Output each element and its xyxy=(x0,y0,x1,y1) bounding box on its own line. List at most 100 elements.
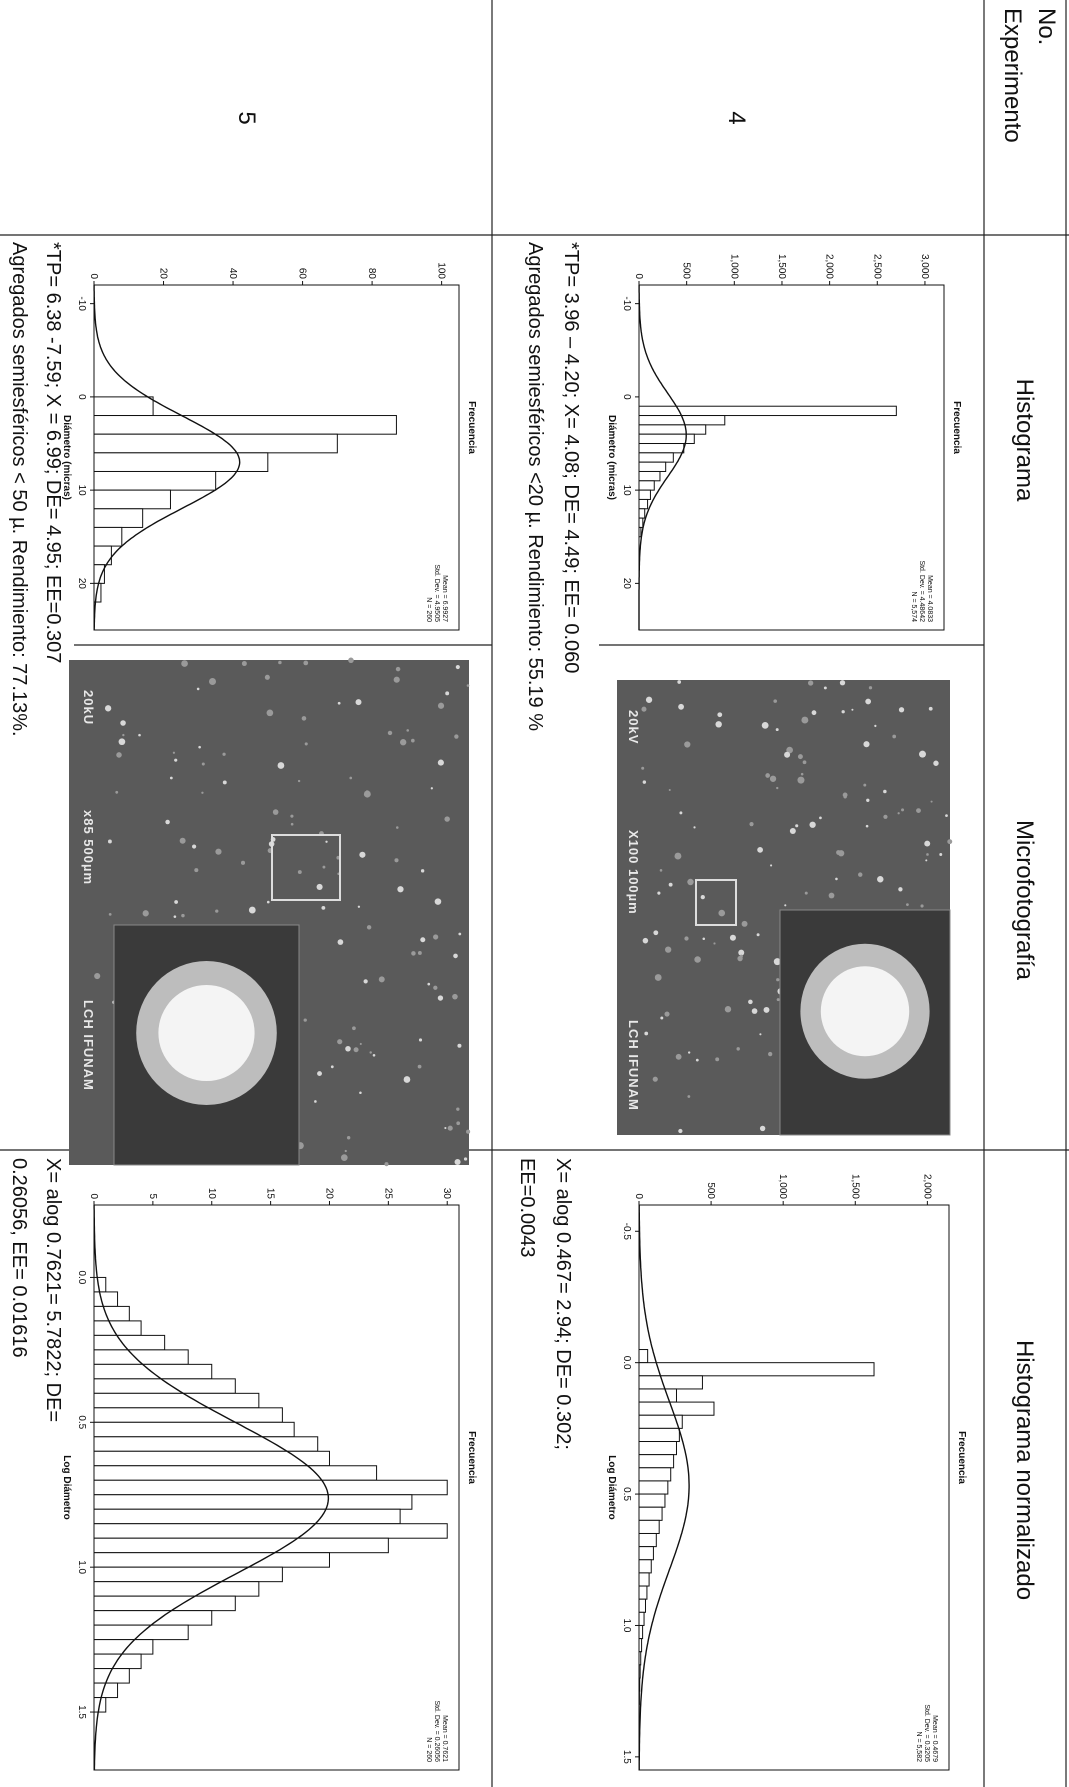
histogram-bar xyxy=(639,425,706,434)
y-tick-label: 2,500 xyxy=(871,254,882,279)
speckle xyxy=(892,735,896,739)
page: {"header": {"no": "No.", "experimento": … xyxy=(0,0,1069,1787)
speckle xyxy=(843,793,848,798)
speckle xyxy=(278,661,282,665)
speckle xyxy=(119,738,126,745)
stat-label: Std. Dev. = 4.48642 xyxy=(918,560,925,622)
speckle xyxy=(687,879,693,885)
x-tick-label: 20 xyxy=(76,578,87,590)
speckle xyxy=(916,808,921,813)
speckle xyxy=(304,1018,307,1021)
speckle xyxy=(305,742,308,745)
speckle xyxy=(660,1017,663,1020)
speckle xyxy=(840,680,845,685)
speckle xyxy=(267,901,270,904)
speckle xyxy=(679,811,682,814)
speckle xyxy=(701,895,705,899)
histogram-bar xyxy=(639,1442,676,1455)
speckle xyxy=(359,852,365,858)
histogram-bar xyxy=(639,1599,645,1612)
speckle xyxy=(801,773,804,776)
speckle xyxy=(829,893,835,899)
speckle xyxy=(883,815,887,819)
stat-label: N = 5,582 xyxy=(915,1731,922,1762)
histogram-bar xyxy=(639,471,660,480)
speckle xyxy=(421,869,424,872)
speckle xyxy=(466,1130,470,1134)
x-tick-label: 0 xyxy=(76,394,87,400)
histogram-bar xyxy=(94,490,170,509)
speckle xyxy=(798,754,803,759)
speckle xyxy=(929,707,933,711)
speckle xyxy=(198,746,201,749)
speckle xyxy=(869,686,872,689)
caption: X= alog 0.467= 2.94; DE= 0.302; xyxy=(552,1158,574,1450)
histogram-bar xyxy=(639,1560,651,1573)
stat-label: Std. Dev. = 4.9505 xyxy=(433,564,440,622)
stat-label: Std. Dev. = 0.26056 xyxy=(433,1700,440,1762)
y-tick-label: 20 xyxy=(158,268,169,280)
speckle xyxy=(762,722,769,729)
speckle xyxy=(797,777,804,784)
speckle xyxy=(192,845,196,849)
speckle xyxy=(688,1051,690,1053)
stat-label: N = 260 xyxy=(425,597,432,622)
speckle xyxy=(653,1077,658,1082)
speckle xyxy=(926,853,929,856)
speckle xyxy=(438,760,444,766)
histogram-bar xyxy=(94,416,396,435)
speckle xyxy=(433,934,438,939)
micrograph-label: 20kV xyxy=(626,710,641,744)
micrograph: 20kUx85 500µmLCH IFUNAM xyxy=(69,658,470,1167)
histogram-bar xyxy=(639,1547,653,1560)
speckle xyxy=(759,1033,761,1035)
speckle xyxy=(174,759,177,762)
speckle xyxy=(715,1057,719,1061)
y-axis-label: Frecuencia xyxy=(951,401,962,454)
histogram-bar xyxy=(639,462,666,471)
speckle xyxy=(920,904,923,907)
speckle xyxy=(325,841,327,843)
speckle xyxy=(790,828,796,834)
speckle xyxy=(863,784,866,787)
speckle xyxy=(684,936,688,940)
speckle xyxy=(947,839,952,844)
speckle xyxy=(808,680,813,685)
speckle xyxy=(354,1047,359,1052)
speckle xyxy=(665,946,671,952)
speckle xyxy=(765,773,770,778)
speckle xyxy=(646,697,652,703)
speckle xyxy=(364,791,371,798)
stat-label: Mean = 6.9927 xyxy=(441,575,448,622)
histogram-bar xyxy=(639,1494,665,1507)
y-tick-label: 1,500 xyxy=(776,254,787,279)
y-tick-label: 30 xyxy=(441,1188,452,1200)
speckle xyxy=(842,710,845,713)
speckle xyxy=(109,913,112,916)
speckle xyxy=(770,864,772,866)
speckle xyxy=(866,799,869,802)
y-tick-label: 2,000 xyxy=(921,1174,932,1199)
histogram-bar xyxy=(639,490,650,499)
speckle xyxy=(748,1000,753,1005)
speckle xyxy=(677,680,681,684)
histogram-bar xyxy=(94,1292,118,1306)
speckle xyxy=(418,951,422,955)
particle xyxy=(158,985,254,1081)
caption: Agregados semiesféricos <20 µ. Rendimien… xyxy=(524,242,546,731)
speckle xyxy=(394,858,398,862)
speckle xyxy=(122,734,124,736)
speckle xyxy=(223,780,227,784)
speckle xyxy=(373,1054,376,1057)
speckle xyxy=(874,725,876,727)
speckle xyxy=(760,1126,765,1131)
histogram-bar xyxy=(94,1538,388,1552)
speckle xyxy=(655,974,662,981)
histogram-bar xyxy=(94,1321,141,1335)
speckle xyxy=(444,816,449,821)
speckle xyxy=(347,1136,350,1139)
histogram-bar xyxy=(94,434,337,453)
speckle xyxy=(359,1092,362,1095)
speckle xyxy=(445,691,449,695)
